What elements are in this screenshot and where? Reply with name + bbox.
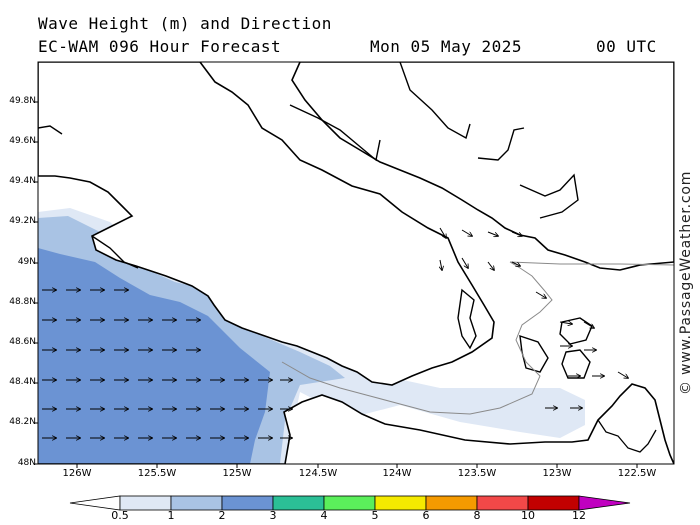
us-canada-border xyxy=(509,261,674,266)
longitude-tick-label: 125W xyxy=(222,468,252,479)
wave-arrow xyxy=(440,259,442,270)
forecast-time: 00 UTC xyxy=(596,37,657,56)
island-inlet xyxy=(38,125,63,135)
latitude-tick-label: 48N xyxy=(17,458,36,468)
wave-arrow xyxy=(487,261,494,270)
longitude-tick-label: 124W xyxy=(382,468,412,479)
longitude-tick-label: 123.5W xyxy=(457,468,497,479)
wave-arrow xyxy=(461,229,472,236)
wave-arrow xyxy=(511,261,520,266)
colorbar xyxy=(69,495,631,511)
mainland-inlet xyxy=(399,62,471,140)
colorbar-tick-label: 6 xyxy=(422,509,430,522)
axis-ticks xyxy=(34,101,638,468)
wave-arrow xyxy=(511,231,522,236)
colorbar-tick-label: 4 xyxy=(320,509,328,522)
colorbar-min-triangle xyxy=(69,495,121,511)
longitude-tick-label: 122.5W xyxy=(617,468,657,479)
island-inlet xyxy=(91,235,139,269)
colorbar-segment xyxy=(425,495,478,511)
san-juan-island xyxy=(561,349,591,379)
mainland-inlet xyxy=(477,127,525,161)
latitude-tick-label: 49.4N xyxy=(9,176,36,186)
latitude-tick-label: 48.6N xyxy=(9,337,36,347)
longitude-tick-label: 123W xyxy=(542,468,572,479)
forecast-subtitle: EC-WAM 096 Hour Forecast xyxy=(38,37,282,56)
colorbar-segment xyxy=(170,495,223,511)
colorbar-tick-label: 5 xyxy=(371,509,379,522)
watermark-credit: © www.PassageWeather.com xyxy=(678,170,694,395)
colorbar-segment xyxy=(374,495,427,511)
colorbar-tick-label: 1 xyxy=(167,509,175,522)
mainland-inlet xyxy=(519,173,579,219)
colorbar-segment xyxy=(476,495,529,511)
longitude-tick-label: 125.5W xyxy=(137,468,177,479)
colorbar-segment xyxy=(272,495,325,511)
wave-arrow xyxy=(535,291,546,298)
wave-arrow xyxy=(461,257,468,268)
coastal-detail xyxy=(597,419,657,453)
longitude-tick-label: 124.5W xyxy=(298,468,338,479)
latitude-tick-label: 49N xyxy=(17,257,36,267)
wave-direction-arrows xyxy=(42,227,628,438)
mainland-bc-land xyxy=(291,62,674,271)
colorbar-tick-label: 10 xyxy=(521,509,535,522)
colorbar-segment xyxy=(527,495,580,511)
forecast-date: Mon 05 May 2025 xyxy=(370,37,522,56)
map-title: Wave Height (m) and Direction xyxy=(38,14,332,33)
gulf-island xyxy=(457,288,477,350)
wave-arrow xyxy=(559,322,572,324)
colorbar-segment xyxy=(323,495,376,511)
wave-arrow xyxy=(583,321,594,328)
latitude-tick-label: 48.8N xyxy=(9,297,36,307)
san-juan-island xyxy=(559,317,593,345)
wave-arrow xyxy=(487,231,498,236)
colorbar-segment xyxy=(119,495,172,511)
colorbar-tick-label: 0.5 xyxy=(111,509,129,522)
gulf-island xyxy=(519,334,549,373)
longitude-tick-label: 126W xyxy=(62,468,92,479)
latitude-tick-label: 49.2N xyxy=(9,216,36,226)
colorbar-max-triangle xyxy=(578,495,631,511)
wave-arrow xyxy=(617,371,628,378)
latitude-tick-label: 49.8N xyxy=(9,96,36,106)
wave-arrow xyxy=(439,227,446,238)
colorbar-tick-label: 12 xyxy=(572,509,586,522)
wave-zone-heavy xyxy=(38,248,270,464)
colorbar-tick-label: 8 xyxy=(473,509,481,522)
us-canada-border xyxy=(281,261,553,415)
latitude-tick-label: 48.4N xyxy=(9,377,36,387)
colorbar-tick-label: 2 xyxy=(218,509,226,522)
latitude-tick-label: 48.2N xyxy=(9,417,36,427)
colorbar-tick-label: 3 xyxy=(269,509,277,522)
latitude-tick-label: 49.6N xyxy=(9,136,36,146)
mainland-inlet xyxy=(289,104,381,162)
colorbar-segment xyxy=(221,495,274,511)
vancouver-island-land xyxy=(38,62,495,386)
washington-land xyxy=(38,383,674,464)
